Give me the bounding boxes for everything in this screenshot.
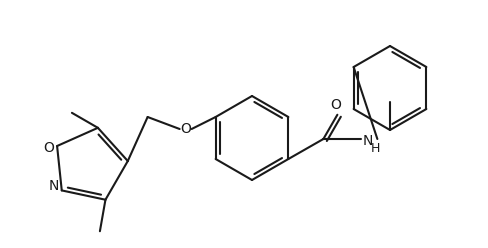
Text: H: H — [371, 143, 380, 155]
Text: N: N — [49, 179, 59, 193]
Text: N: N — [362, 134, 372, 148]
Text: O: O — [330, 98, 341, 112]
Text: O: O — [180, 122, 191, 136]
Text: O: O — [43, 141, 55, 155]
